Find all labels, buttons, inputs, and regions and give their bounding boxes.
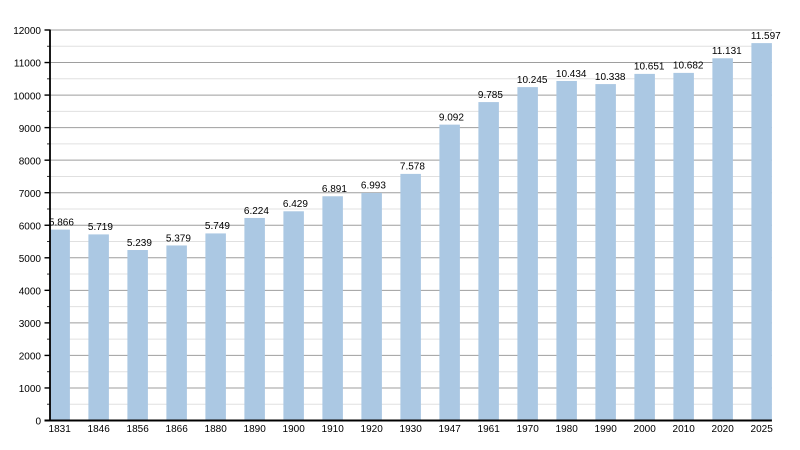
svg-text:5.239: 5.239: [127, 238, 152, 249]
svg-text:10.682: 10.682: [673, 61, 704, 72]
svg-text:1980: 1980: [556, 424, 579, 435]
svg-text:5.866: 5.866: [49, 217, 74, 228]
svg-text:12000: 12000: [13, 26, 41, 37]
svg-text:10000: 10000: [13, 91, 41, 102]
svg-text:5.719: 5.719: [88, 222, 113, 233]
svg-text:3000: 3000: [19, 319, 42, 330]
svg-text:1930: 1930: [400, 424, 423, 435]
svg-text:1000: 1000: [19, 384, 42, 395]
svg-text:1846: 1846: [88, 424, 111, 435]
svg-text:10.245: 10.245: [517, 75, 548, 86]
svg-text:7000: 7000: [19, 189, 42, 200]
svg-text:1880: 1880: [205, 424, 228, 435]
svg-text:6.891: 6.891: [322, 184, 347, 195]
svg-text:1920: 1920: [361, 424, 384, 435]
svg-text:1856: 1856: [127, 424, 150, 435]
svg-text:2000: 2000: [19, 352, 42, 363]
svg-text:9.785: 9.785: [478, 90, 503, 101]
svg-text:1900: 1900: [283, 424, 306, 435]
svg-text:4000: 4000: [19, 287, 42, 298]
svg-text:6.993: 6.993: [361, 181, 386, 192]
svg-text:6000: 6000: [19, 221, 42, 232]
svg-text:9000: 9000: [19, 124, 42, 135]
svg-text:2020: 2020: [712, 424, 735, 435]
svg-text:1990: 1990: [595, 424, 618, 435]
svg-text:1890: 1890: [244, 424, 267, 435]
svg-text:2010: 2010: [673, 424, 696, 435]
svg-text:1910: 1910: [322, 424, 345, 435]
svg-text:6.224: 6.224: [244, 206, 269, 217]
svg-text:5.749: 5.749: [205, 221, 230, 232]
svg-text:5.379: 5.379: [166, 233, 191, 244]
svg-text:6.429: 6.429: [283, 199, 308, 210]
svg-text:1831: 1831: [49, 424, 72, 435]
svg-text:1947: 1947: [439, 424, 462, 435]
svg-text:2000: 2000: [634, 424, 657, 435]
svg-text:8000: 8000: [19, 156, 42, 167]
svg-text:11000: 11000: [14, 59, 42, 70]
svg-text:11.131: 11.131: [712, 46, 742, 57]
svg-text:10.338: 10.338: [595, 72, 626, 83]
svg-text:1970: 1970: [517, 424, 540, 435]
svg-text:11.597: 11.597: [751, 31, 781, 42]
svg-text:1866: 1866: [166, 424, 189, 435]
svg-text:10.651: 10.651: [634, 62, 665, 73]
svg-text:10.434: 10.434: [556, 69, 587, 80]
svg-text:9.092: 9.092: [439, 112, 464, 123]
svg-text:0: 0: [35, 417, 41, 428]
svg-text:5000: 5000: [19, 254, 42, 265]
svg-text:7.578: 7.578: [400, 162, 425, 173]
svg-text:2025: 2025: [751, 424, 774, 435]
svg-text:1961: 1961: [478, 424, 501, 435]
